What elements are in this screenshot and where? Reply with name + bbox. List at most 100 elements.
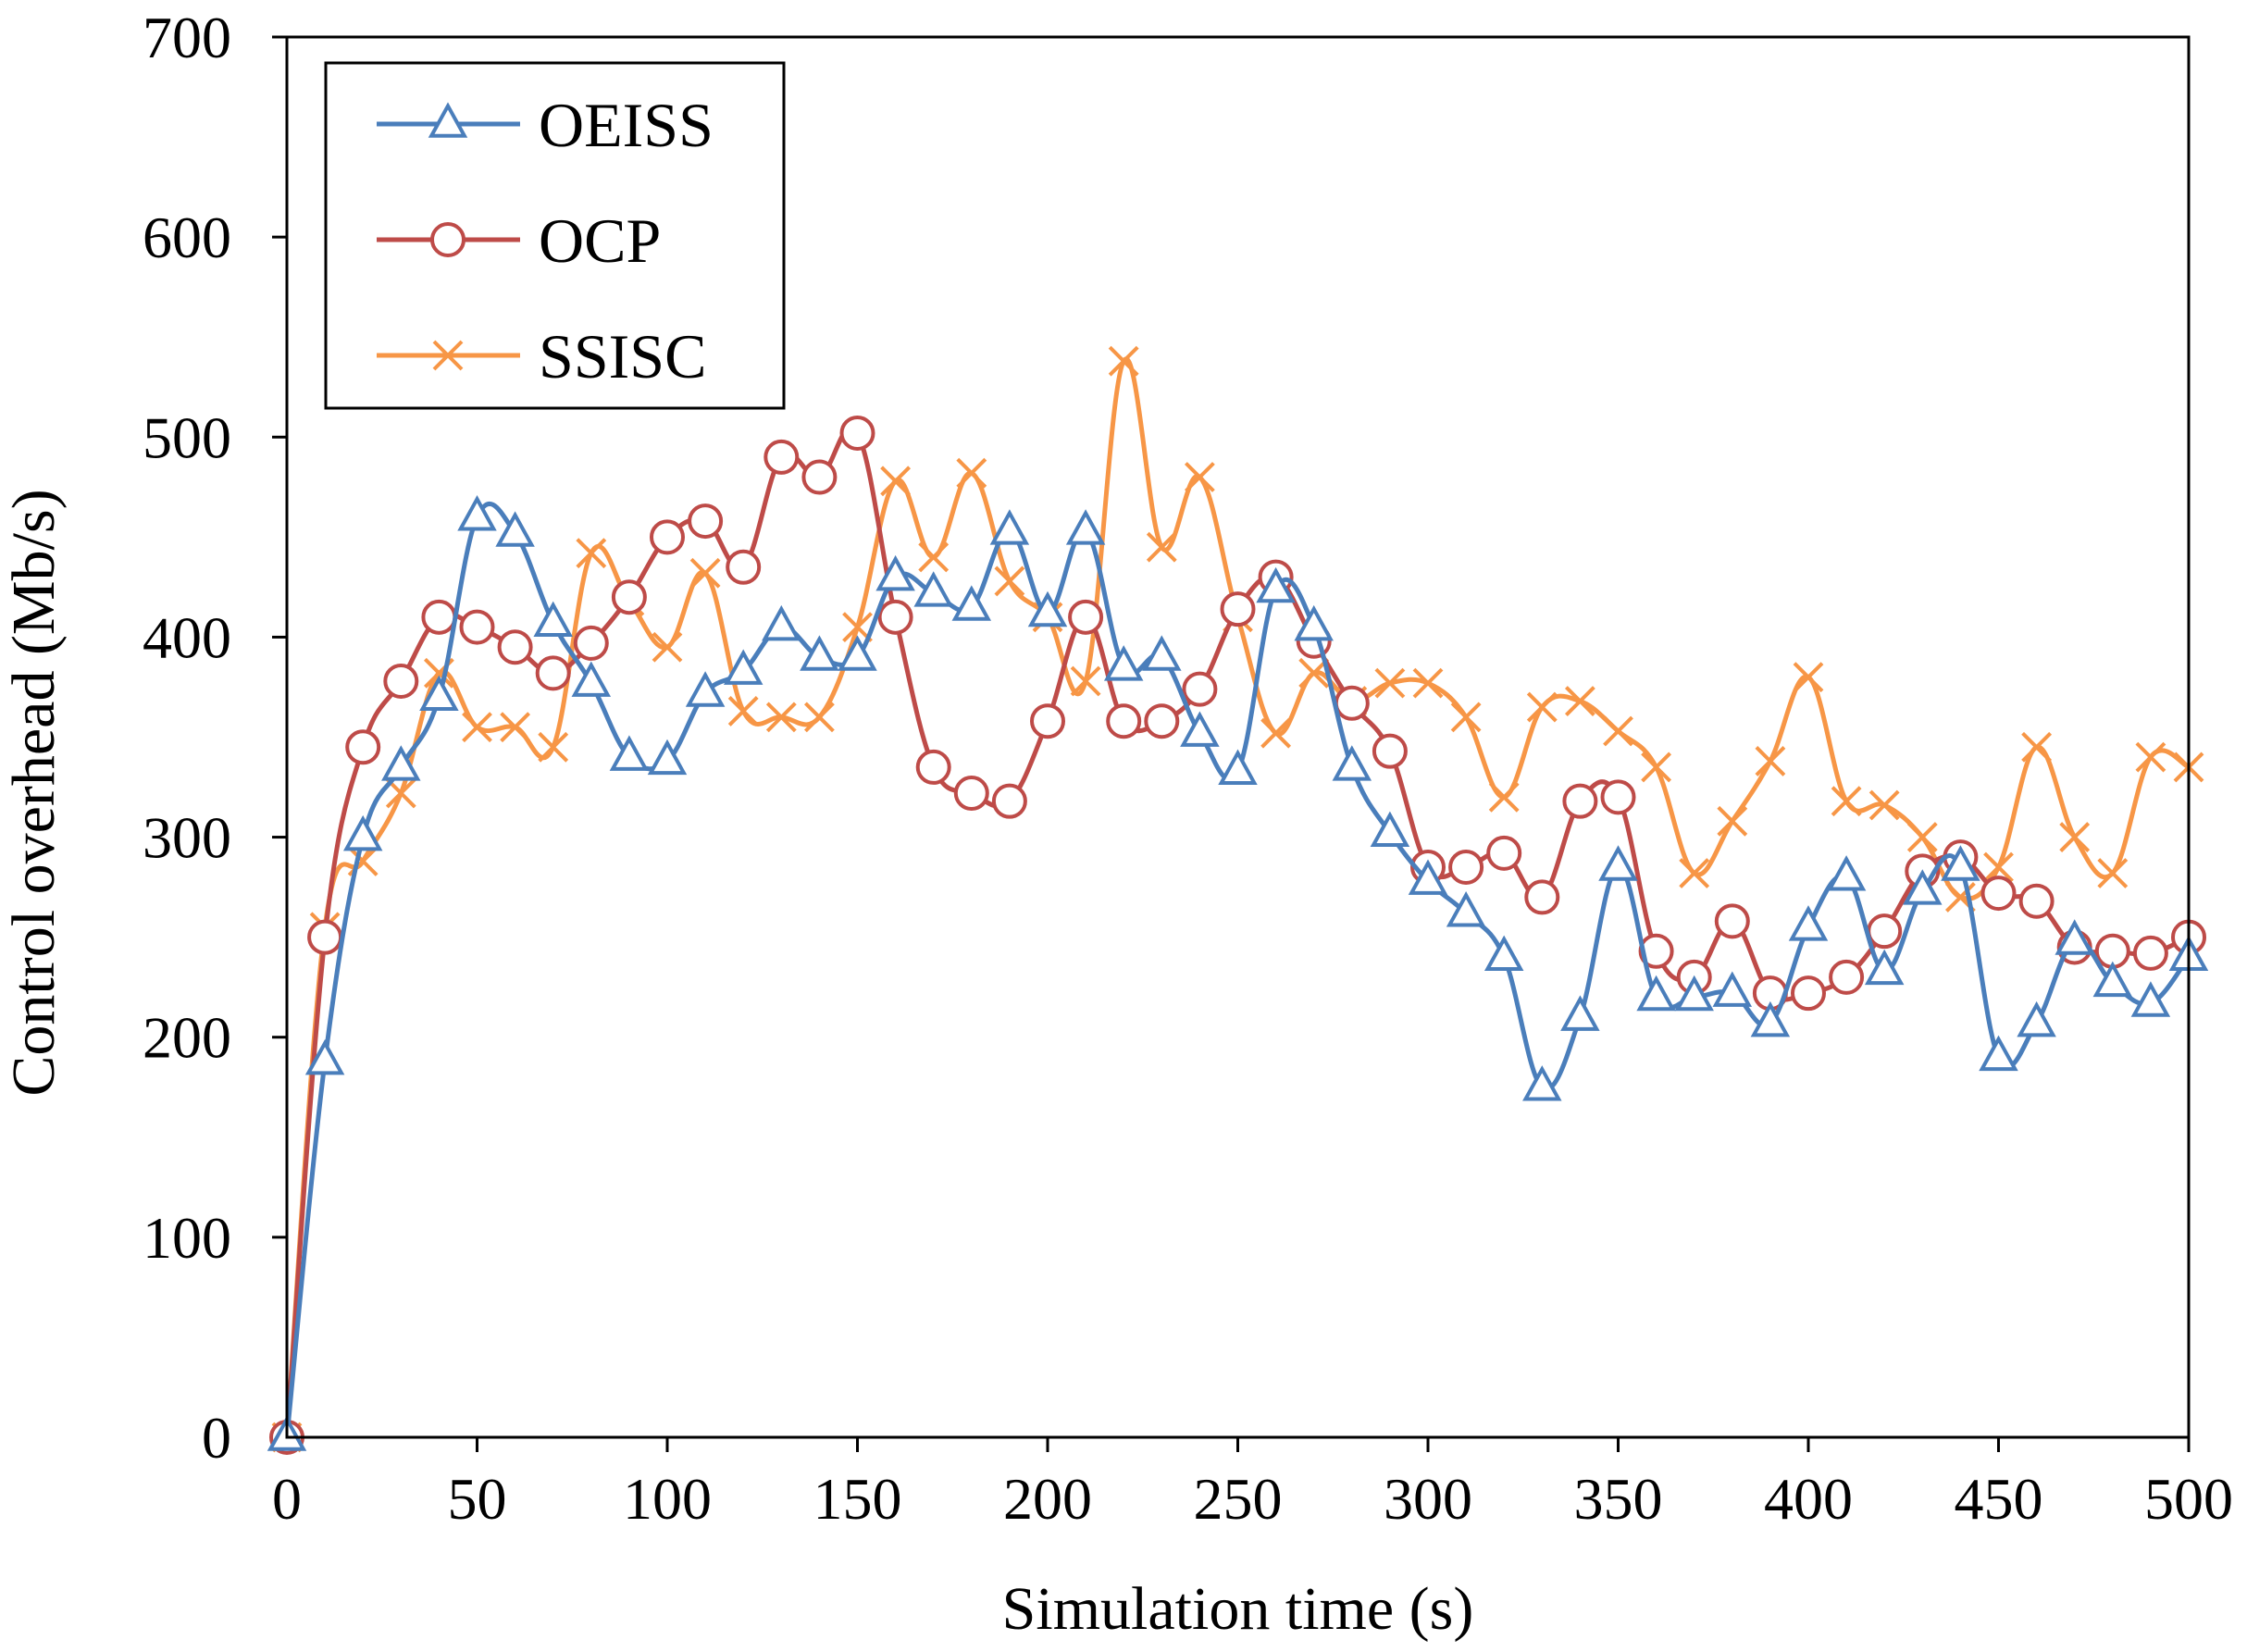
data-point-ssisc [652, 631, 683, 663]
data-point-ocp [535, 655, 571, 691]
data-point-ocp [915, 749, 951, 785]
data-point-ssisc [576, 538, 607, 569]
data-point-oeiss [1522, 1065, 1562, 1101]
data-point-ssisc [1793, 662, 1824, 693]
x-tick-label: 0 [272, 1466, 302, 1532]
legend-label: OCP [539, 205, 661, 276]
data-point-oeiss [419, 675, 459, 712]
data-point-oeiss [571, 661, 612, 697]
data-point-ocp [2132, 935, 2168, 971]
data-point-oeiss [342, 814, 383, 851]
data-point-ssisc [1260, 717, 1292, 749]
x-marker-stroke [462, 712, 492, 743]
y-axis-title: Control overhead (Mb/s) [0, 489, 68, 1096]
data-point-oeiss [1218, 749, 1258, 785]
x-marker-stroke [500, 712, 531, 743]
data-point-ssisc [689, 557, 721, 589]
data-point-ocp [1372, 733, 1408, 769]
data-point-ocp [1220, 591, 1256, 627]
data-point-ocp [1562, 783, 1598, 819]
data-point-ocp [383, 663, 419, 699]
x-tick-label: 150 [813, 1466, 902, 1532]
x-marker-stroke [1374, 667, 1406, 699]
data-point-oeiss [1446, 891, 1486, 927]
x-marker-stroke [956, 457, 987, 489]
data-point-oeiss [1484, 935, 1524, 972]
x-marker-stroke [2021, 731, 2053, 763]
data-point-oeiss [1065, 509, 1106, 545]
x-tick-label: 250 [1194, 1466, 1283, 1532]
x-tick-label: 50 [448, 1466, 507, 1532]
data-point-ocp [877, 599, 913, 635]
data-point-oeiss [2092, 961, 2133, 998]
x-marker-stroke [880, 466, 912, 497]
data-point-oeiss [1294, 604, 1334, 641]
data-point-ssisc [1450, 702, 1482, 733]
x-marker-stroke [652, 631, 683, 663]
data-point-ocp [1980, 876, 2017, 912]
x-marker-stroke [2097, 858, 2129, 888]
legend-item-ssisc: SSISC [377, 321, 706, 391]
data-point-ssisc [1564, 686, 1595, 717]
data-point-oeiss [1826, 855, 1867, 891]
data-point-ssisc [1679, 858, 1710, 888]
data-point-ssisc [956, 457, 987, 489]
data-point-ssisc [1906, 822, 1938, 852]
y-tick-label: 700 [143, 5, 231, 70]
data-point-oeiss [913, 571, 953, 607]
data-point-ssisc [1108, 345, 1139, 377]
data-point-ocp [421, 599, 457, 635]
data-point-ocp [1829, 959, 1865, 995]
x-marker-stroke [1146, 531, 1177, 563]
data-point-oeiss [1941, 845, 1980, 881]
legend-label: SSISC [539, 321, 706, 391]
data-point-ssisc [2135, 741, 2166, 773]
x-marker-stroke [576, 538, 607, 569]
data-point-oeiss [762, 604, 801, 641]
x-tick-label: 450 [1955, 1466, 2043, 1532]
data-point-ssisc [1717, 805, 1748, 837]
x-marker-stroke [1564, 686, 1595, 717]
x-marker-stroke [1868, 789, 1900, 821]
x-marker-stroke [1906, 822, 1938, 852]
series-layer [267, 345, 2209, 1455]
data-point-ssisc [1868, 789, 1900, 821]
data-point-oeiss [1636, 975, 1676, 1012]
x-tick-label: 200 [1003, 1466, 1092, 1532]
data-point-ssisc [1184, 462, 1215, 492]
data-point-ocp [801, 459, 838, 495]
data-point-oeiss [1864, 949, 1905, 986]
data-point-ocp [1334, 685, 1370, 721]
x-marker-stroke [803, 702, 835, 733]
x-axis-title: Simulation time (s) [1002, 1575, 1474, 1643]
data-point-oeiss [1370, 811, 1410, 847]
data-point-ssisc [1641, 751, 1672, 783]
data-point-ocp [611, 579, 647, 615]
data-point-oeiss [1256, 566, 1296, 603]
data-point-oeiss [1408, 859, 1448, 895]
x-tick-label: 400 [1764, 1466, 1853, 1532]
data-point-oeiss [875, 554, 915, 591]
x-marker-stroke [1488, 781, 1520, 813]
data-point-ocp [1600, 779, 1636, 815]
data-point-ssisc [1603, 715, 1633, 747]
x-marker-stroke [1603, 715, 1633, 747]
data-point-ssisc [462, 712, 492, 743]
x-marker-stroke [1260, 717, 1292, 749]
data-point-ssisc [2059, 822, 2091, 852]
legend-box [324, 61, 786, 410]
data-point-ocp [1068, 599, 1104, 635]
x-marker-stroke [1450, 702, 1482, 733]
x-marker-stroke [432, 340, 464, 371]
data-point-ocp [1448, 849, 1484, 885]
x-marker-stroke [1679, 858, 1710, 888]
series-oeiss [267, 495, 2209, 1451]
data-point-oeiss [609, 735, 650, 771]
data-point-ssisc [727, 695, 759, 727]
legend-label: OEISS [539, 90, 714, 160]
data-point-ocp [497, 629, 533, 665]
data-point-ocp [726, 549, 762, 585]
data-point-ocp [345, 729, 381, 765]
data-point-ssisc [1831, 786, 1862, 817]
data-point-ssisc [765, 702, 797, 733]
